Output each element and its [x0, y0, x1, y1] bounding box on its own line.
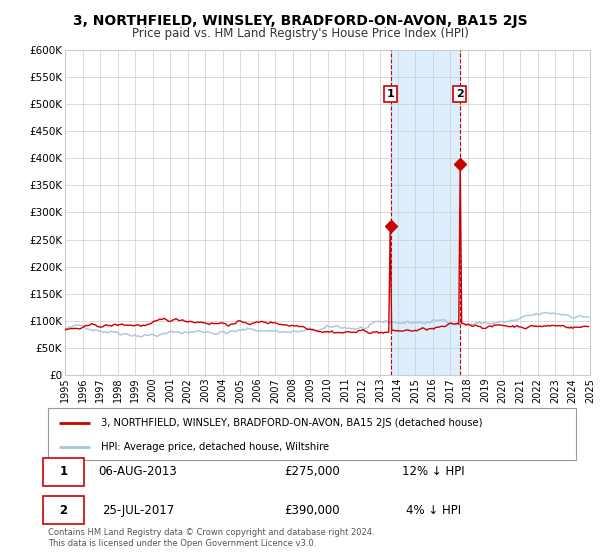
- Text: 1: 1: [386, 89, 394, 99]
- Text: 25-JUL-2017: 25-JUL-2017: [101, 503, 174, 516]
- Bar: [391, 50, 460, 375]
- FancyBboxPatch shape: [48, 408, 576, 460]
- Text: Contains HM Land Registry data © Crown copyright and database right 2024.
This d: Contains HM Land Registry data © Crown c…: [48, 528, 374, 548]
- Text: 12% ↓ HPI: 12% ↓ HPI: [402, 465, 465, 478]
- Text: 4% ↓ HPI: 4% ↓ HPI: [406, 503, 461, 516]
- Text: HPI: Average price, detached house, Wiltshire: HPI: Average price, detached house, Wilt…: [101, 442, 329, 452]
- Text: 1: 1: [59, 465, 67, 478]
- FancyBboxPatch shape: [43, 458, 84, 486]
- Text: £275,000: £275,000: [284, 465, 340, 478]
- Text: Price paid vs. HM Land Registry's House Price Index (HPI): Price paid vs. HM Land Registry's House …: [131, 27, 469, 40]
- FancyBboxPatch shape: [43, 496, 84, 524]
- Text: 2: 2: [456, 89, 464, 99]
- Text: 06-AUG-2013: 06-AUG-2013: [98, 465, 177, 478]
- Text: 3, NORTHFIELD, WINSLEY, BRADFORD-ON-AVON, BA15 2JS: 3, NORTHFIELD, WINSLEY, BRADFORD-ON-AVON…: [73, 14, 527, 28]
- Text: 3, NORTHFIELD, WINSLEY, BRADFORD-ON-AVON, BA15 2JS (detached house): 3, NORTHFIELD, WINSLEY, BRADFORD-ON-AVON…: [101, 418, 482, 428]
- Text: £390,000: £390,000: [284, 503, 340, 516]
- Text: 2: 2: [59, 503, 67, 516]
